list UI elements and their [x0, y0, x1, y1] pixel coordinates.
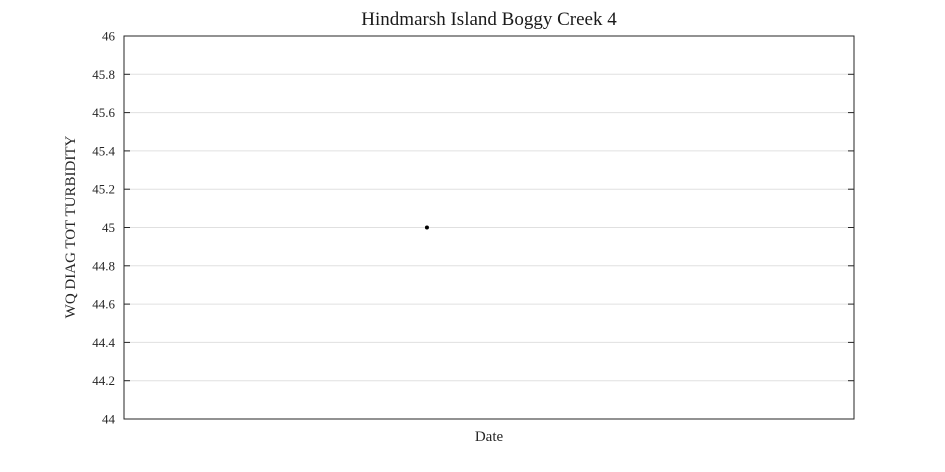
y-tick-label: 44.2	[92, 373, 115, 388]
y-axis-label: WQ DIAG TOT TURBIDITY	[63, 136, 79, 319]
plot-area-frame	[123, 35, 855, 420]
y-tick-label: 44	[102, 412, 116, 427]
grid	[124, 73, 854, 382]
y-tick-label: 45.8	[92, 67, 115, 82]
y-tick-label: 45.2	[92, 182, 115, 197]
y-tick-label: 45	[102, 220, 115, 235]
y-tick-label: 44.8	[92, 258, 115, 273]
y-tick-label: 46	[102, 29, 116, 44]
data-point	[424, 225, 429, 230]
y-axis-tick-labels: 44 44.2 44.4 44.6 44.8 45 45.2 45.4 45.6 45.8 46	[92, 29, 115, 427]
data-points	[424, 225, 429, 230]
y-tick-label: 45.4	[92, 143, 115, 158]
x-axis-label: Date	[475, 429, 504, 445]
y-tick-label: 44.4	[92, 335, 115, 350]
y-tick-label: 45.6	[92, 105, 115, 120]
chart-title: Hindmarsh Island Boggy Creek 4	[361, 9, 617, 30]
y-tick-label: 44.6	[92, 297, 115, 312]
